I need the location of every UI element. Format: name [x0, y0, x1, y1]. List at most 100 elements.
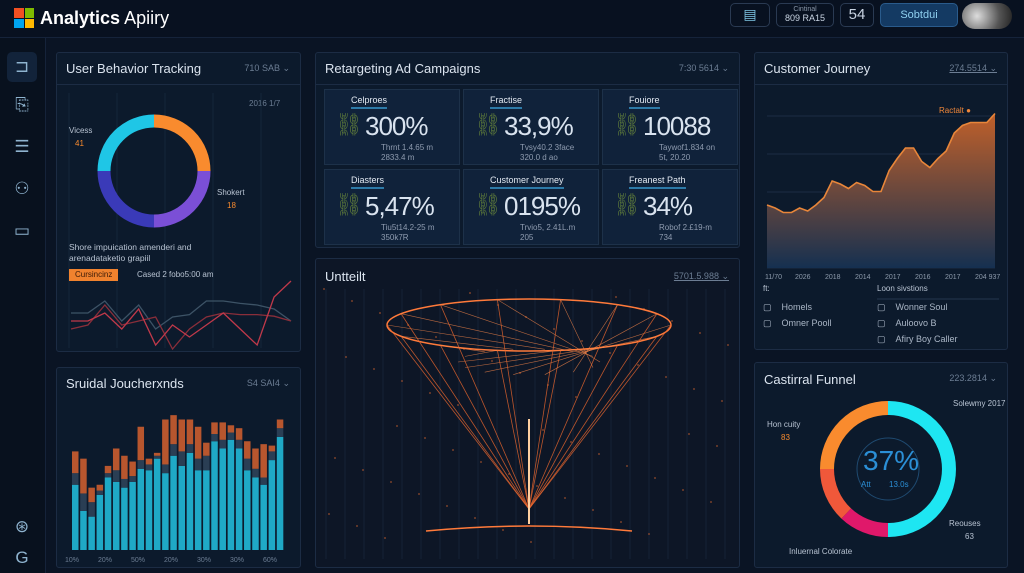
spark [637, 364, 639, 366]
chain-icon: ⛓ [335, 112, 363, 137]
funnel-line [528, 345, 618, 510]
kpi-card[interactable]: Customer Journey ⛓ 0195% Trvio5, 2.41L.m 205 [463, 169, 599, 245]
donut-segment [97, 170, 155, 228]
bar-segment [186, 444, 194, 453]
spark [401, 380, 403, 382]
bar-segment [88, 502, 95, 517]
user-behavior-panel: User Behavior Tracking 710 SAB ⌄ 2016 1/7… [56, 52, 301, 352]
legend-checkbox[interactable]: ▢ Homels [763, 302, 813, 312]
bar-segment [276, 436, 284, 550]
legend-checkbox[interactable]: ▢ Afiry Boy Caller [877, 334, 958, 344]
period-dropdown[interactable]: S4 SAI4 ⌄ [246, 378, 290, 388]
people-icon[interactable]: ⚇ [14, 179, 30, 198]
g-icon[interactable]: G [15, 548, 29, 567]
area-line [766, 112, 996, 214]
line-series [71, 300, 292, 330]
peak-label: Ractalt ● [939, 106, 971, 115]
legend-checkbox[interactable]: ▢ Wonner Soul [877, 302, 948, 312]
legend-checkbox[interactable]: ▢ Omner Pooll [763, 318, 832, 328]
period-dropdown[interactable]: 710 SAB ⌄ [244, 63, 290, 73]
spark [575, 396, 577, 398]
bar-segment [244, 470, 251, 550]
donut-segment [153, 114, 211, 172]
spark [328, 513, 330, 515]
line-series [70, 303, 292, 351]
bar-segment [137, 426, 145, 461]
bar-segment [211, 434, 218, 442]
spark [362, 469, 364, 471]
bar-segment [121, 455, 128, 479]
kpi-label: Freanest Path [629, 175, 686, 189]
bar-segment [186, 452, 194, 550]
x-tick-label: 50% [131, 557, 145, 564]
top-bar: Analytics Apiiry ▤ Cintinal 809 RA15 54 S… [0, 0, 1024, 38]
bar-segment [145, 470, 153, 550]
funnel-mesh [484, 335, 657, 373]
bar-segment [203, 470, 210, 550]
spark [665, 376, 667, 378]
kpi-value: 10088 [643, 111, 711, 141]
center-right: 13.0s [889, 480, 909, 489]
bar-segment [153, 458, 161, 550]
status-label: Cintinal [793, 6, 817, 14]
panel-title: Retargeting Ad Campaigns [325, 61, 481, 76]
funnel-line [528, 299, 561, 510]
status-button[interactable]: Cintinal 809 RA15 [776, 3, 834, 27]
period-dropdown[interactable]: 223.2814 ⌄ [949, 373, 997, 383]
bar-segment [129, 461, 136, 477]
kpi-label: Fouiore [629, 95, 660, 109]
panel-title: Untteilt [325, 269, 366, 284]
donut-label-right: Shokert [217, 188, 245, 197]
legend-checkbox[interactable]: ▢ Auloovo B [877, 318, 937, 328]
bar-segment [121, 487, 128, 550]
bar-segment [268, 445, 276, 452]
kpi-card[interactable]: Diasters ⛓ 5,47% Tiu5t14.2-25 m 350k7R [324, 169, 460, 245]
period-dropdown[interactable]: 7:30 5614 ⌄ [678, 63, 729, 73]
bar-segment [170, 415, 177, 445]
segment-label: Reouses [949, 519, 981, 528]
bar-segment [260, 444, 267, 478]
panel-title: Customer Journey [764, 61, 871, 76]
bar-segment [178, 419, 185, 452]
avatar[interactable] [962, 3, 1012, 29]
device-icon[interactable]: ▭ [13, 221, 31, 240]
wireframe-funnel [323, 288, 729, 559]
spark [581, 340, 583, 342]
period-dropdown[interactable]: 5701.5.988 ⌄ [673, 271, 729, 281]
bar-segment [170, 444, 177, 456]
spark [615, 296, 617, 298]
legend-head-right: Loon sivstions [877, 284, 928, 293]
spark [384, 537, 386, 539]
list-icon[interactable]: ☰ [14, 137, 30, 156]
count-badge[interactable]: 54 [840, 3, 874, 27]
kpi-card[interactable]: Celproes ⛓ 300% Thrnt 1.4.65 m 2833.4 m [324, 89, 460, 165]
notes-icon[interactable]: ▤ [730, 3, 770, 27]
spark [435, 336, 437, 338]
kpi-card[interactable]: Freanest Path ⛓ 34% Robof 2.£19-m 734 [602, 169, 738, 245]
kpi-card[interactable]: Fouiore ⛓ 10088 Taywof1.834 on 5t, 20.20 [602, 89, 738, 165]
settings-icon[interactable]: ⊛ [14, 517, 30, 536]
document-icon[interactable]: ⎘ [15, 95, 29, 114]
bar-segment [211, 441, 218, 550]
x-tick-label: 11/70 [765, 274, 782, 281]
bar-segment [137, 468, 145, 550]
bar-segment [186, 419, 194, 445]
period-dropdown[interactable]: 274.5514 ⌄ [949, 63, 997, 73]
x-tick-label: 204 937 [975, 274, 1000, 281]
bar-segment [276, 428, 284, 437]
bar-segment [194, 426, 202, 459]
spark [570, 441, 572, 443]
bar-segment [276, 419, 284, 429]
bar-segment [178, 465, 185, 550]
x-tick-label: 2018 [825, 274, 841, 281]
pipe-icon[interactable]: ⊐ [7, 52, 37, 82]
spark [452, 449, 454, 451]
center-value: 37% [863, 445, 920, 476]
bar-segment [227, 439, 235, 550]
user-button[interactable]: Sobtdui [880, 3, 958, 27]
spark [710, 501, 712, 503]
bar-segment [227, 425, 235, 433]
status-badge[interactable]: Cursincinz [69, 269, 119, 281]
bar-segment [104, 473, 112, 478]
kpi-card[interactable]: Fractise ⛓ 33,9% Tvsy40.2 3face 320.0 d ao [463, 89, 599, 165]
